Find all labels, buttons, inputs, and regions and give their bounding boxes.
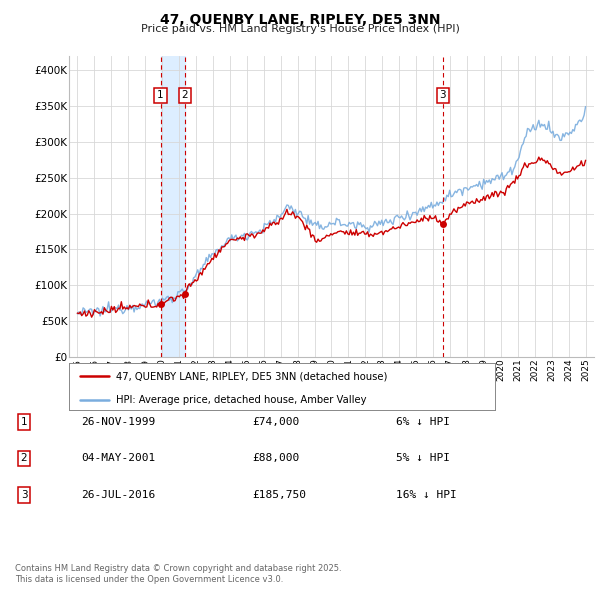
Text: 1: 1 [157, 90, 164, 100]
Text: 5% ↓ HPI: 5% ↓ HPI [396, 454, 450, 463]
Text: 2: 2 [20, 454, 28, 463]
Text: 47, QUENBY LANE, RIPLEY, DE5 3NN: 47, QUENBY LANE, RIPLEY, DE5 3NN [160, 13, 440, 27]
Text: 04-MAY-2001: 04-MAY-2001 [81, 454, 155, 463]
Text: 2: 2 [182, 90, 188, 100]
Text: 16% ↓ HPI: 16% ↓ HPI [396, 490, 457, 500]
Bar [161, 56, 185, 357]
Text: £88,000: £88,000 [252, 454, 299, 463]
Text: Contains HM Land Registry data © Crown copyright and database right 2025.: Contains HM Land Registry data © Crown c… [15, 565, 341, 573]
Text: This data is licensed under the Open Government Licence v3.0.: This data is licensed under the Open Gov… [15, 575, 283, 584]
Text: 1: 1 [20, 417, 28, 427]
Text: Price paid vs. HM Land Registry's House Price Index (HPI): Price paid vs. HM Land Registry's House … [140, 24, 460, 34]
Text: HPI: Average price, detached house, Amber Valley: HPI: Average price, detached house, Ambe… [116, 395, 367, 405]
Text: 3: 3 [439, 90, 446, 100]
Text: 26-NOV-1999: 26-NOV-1999 [81, 417, 155, 427]
Text: 47, QUENBY LANE, RIPLEY, DE5 3NN (detached house): 47, QUENBY LANE, RIPLEY, DE5 3NN (detach… [116, 371, 387, 381]
Text: 3: 3 [20, 490, 28, 500]
Text: 6% ↓ HPI: 6% ↓ HPI [396, 417, 450, 427]
Text: £74,000: £74,000 [252, 417, 299, 427]
Text: 26-JUL-2016: 26-JUL-2016 [81, 490, 155, 500]
Text: £185,750: £185,750 [252, 490, 306, 500]
